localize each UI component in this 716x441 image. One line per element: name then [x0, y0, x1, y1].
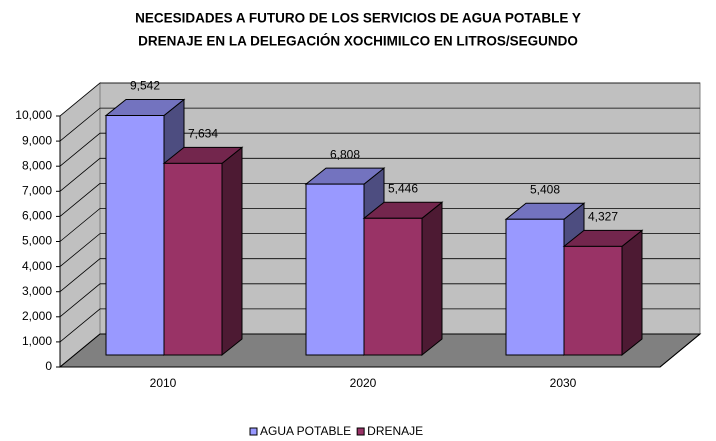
x-axis — [60, 333, 701, 368]
bar-front — [505, 218, 565, 356]
data-label: 5,446 — [388, 181, 418, 195]
grid-line — [59, 308, 700, 343]
x-tick-label: 2030 — [550, 376, 577, 390]
chart-title: DRENAJE EN LA DELEGACIÓN XOCHIMILCO EN L… — [138, 34, 578, 49]
chart-title: NECESIDADES A FUTURO DE LOS SERVICIOS DE… — [135, 11, 581, 26]
bar-front — [563, 245, 623, 356]
bar — [162, 146, 244, 357]
bar-front — [305, 183, 365, 356]
grid-line — [59, 258, 700, 293]
grid-line — [59, 132, 700, 167]
x-tick-label: 2020 — [350, 376, 377, 390]
bar-front — [105, 114, 165, 356]
y-tick-label: 4,000 — [22, 259, 52, 273]
data-label: 4,327 — [588, 210, 618, 224]
legend-swatch — [249, 427, 258, 436]
y-tick-label: 2,000 — [22, 309, 52, 323]
y-tick-label: 8,000 — [22, 158, 52, 172]
legend-label: AGUA POTABLE — [260, 424, 351, 438]
data-label: 7,634 — [188, 127, 218, 141]
bar-side — [421, 201, 443, 357]
y-tick-label: 9,000 — [22, 133, 52, 147]
grid-line — [59, 82, 700, 117]
y-tick-label: 3,000 — [22, 284, 52, 298]
y-tick-label: 10,000 — [15, 108, 52, 122]
grid-line — [59, 283, 700, 318]
data-label: 5,408 — [530, 182, 560, 196]
bar-front — [163, 162, 223, 356]
y-tick-label: 6,000 — [22, 209, 52, 223]
grid-line — [59, 208, 700, 242]
grid-line — [59, 157, 700, 192]
bar — [562, 229, 644, 357]
y-tick-label: 5,000 — [22, 234, 52, 248]
x-tick-label: 2010 — [150, 376, 177, 390]
grid-line — [59, 333, 700, 368]
grid-line — [59, 182, 700, 217]
grid-line — [59, 107, 700, 142]
bar-front — [363, 217, 423, 356]
grid-line — [59, 233, 700, 267]
y-tick-label: 7,000 — [22, 183, 52, 197]
y-tick-label: 1,000 — [22, 334, 52, 348]
bar — [362, 201, 444, 357]
data-label: 9,542 — [130, 79, 160, 93]
data-label: 6,808 — [330, 147, 360, 161]
bar-side — [221, 146, 243, 357]
legend-swatch — [356, 427, 365, 436]
y-tick-label: 0 — [45, 359, 52, 373]
legend-label: DRENAJE — [367, 424, 423, 438]
bar-side — [621, 229, 643, 357]
